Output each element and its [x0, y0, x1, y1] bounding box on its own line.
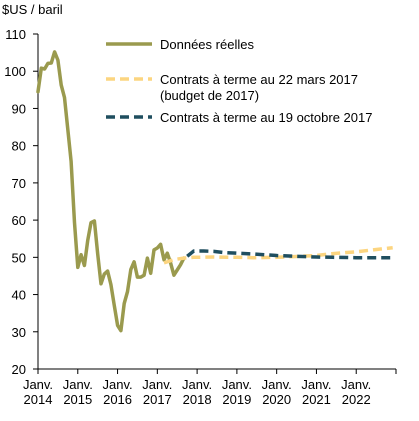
legend-label-line: Contrats à terme au 22 mars 2017 — [160, 72, 358, 87]
x-tick-label: Janv. 2017 — [142, 377, 172, 407]
series-line-2 — [186, 249, 393, 260]
y-tick-label: 80 — [12, 139, 26, 154]
x-tick-label: Janv. 2021 — [301, 377, 331, 407]
x-tick-label-line2: 2015 — [63, 392, 92, 407]
series-line-0 — [36, 50, 186, 333]
legend-label-line: (budget de 2017) — [160, 88, 259, 103]
x-tick-label: Janv. 2016 — [103, 377, 133, 407]
x-tick-label-line1: Janv. — [23, 377, 53, 392]
x-tick-label-line2: 2016 — [103, 392, 132, 407]
x-tick-label: Janv. 2019 — [222, 377, 252, 407]
y-tick-label: 40 — [12, 288, 26, 303]
x-tick-label: Janv. 2014 — [23, 377, 53, 407]
x-tick-label: Janv. 2022 — [341, 377, 371, 407]
y-tick-label: 90 — [12, 101, 26, 116]
x-tick-label-line2: 2021 — [302, 392, 331, 407]
x-tick-label-line2: 2014 — [24, 392, 53, 407]
x-tick-label-line1: Janv. — [63, 377, 93, 392]
y-tick-label: 50 — [12, 250, 26, 265]
x-tick-label: Janv. 2015 — [63, 377, 93, 407]
x-tick-label: Janv. 2018 — [182, 377, 212, 407]
x-tick-label-line1: Janv. — [182, 377, 212, 392]
x-tick-label-line2: 2018 — [183, 392, 212, 407]
legend: Données réelles Contrats à terme au 22 ma… — [106, 37, 372, 125]
x-tick-label-line1: Janv. — [301, 377, 331, 392]
x-tick-label-line1: Janv. — [103, 377, 133, 392]
x-tick-label-line1: Janv. — [341, 377, 371, 392]
x-tick-label-line1: Janv. — [262, 377, 292, 392]
x-tick-label-line1: Janv. — [142, 377, 172, 392]
y-unit-label: $US / baril — [2, 2, 63, 17]
series-line-1 — [163, 245, 393, 265]
x-tick-label-line1: Janv. — [222, 377, 252, 392]
y-axis: 20 30 40 50 60 70 80 90 100 110 — [4, 27, 39, 377]
x-tick-label-line2: 2019 — [222, 392, 251, 407]
plot-area — [36, 50, 393, 333]
x-tick-label: Janv. 2020 — [262, 377, 292, 407]
x-tick-label-line2: 2020 — [262, 392, 291, 407]
y-tick-label: 30 — [12, 325, 26, 340]
y-tick-label: 60 — [12, 213, 26, 228]
y-tick-label: 20 — [12, 362, 26, 377]
y-tick-label: 110 — [5, 27, 26, 42]
y-tick-label: 70 — [12, 176, 26, 191]
x-tick-label-line2: 2022 — [342, 392, 371, 407]
legend-label-2: Contrats à terme au 19 octobre 2017 — [160, 110, 372, 125]
legend-label-1: Contrats à terme au 22 mars 2017 (budget … — [160, 72, 358, 103]
legend-label-0: Données réelles — [160, 37, 254, 52]
x-tick-label-line2: 2017 — [143, 392, 172, 407]
y-tick-label: 100 — [4, 64, 26, 79]
